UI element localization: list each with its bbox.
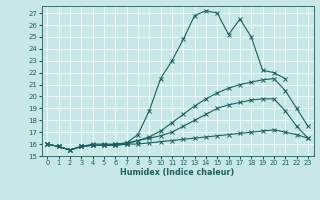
- X-axis label: Humidex (Indice chaleur): Humidex (Indice chaleur): [120, 168, 235, 177]
